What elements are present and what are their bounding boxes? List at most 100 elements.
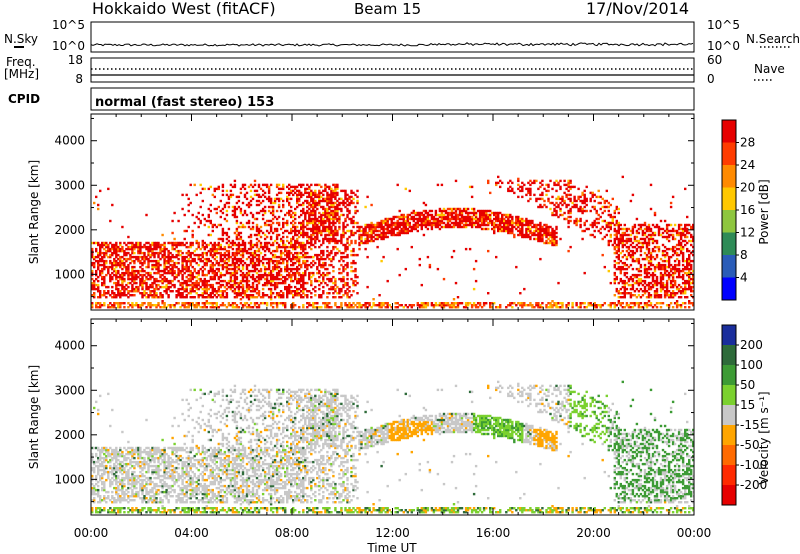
power-cell <box>290 251 293 255</box>
power-cell <box>366 255 369 259</box>
power-cell <box>316 235 319 239</box>
power-cell <box>597 217 600 221</box>
power-cell <box>239 298 243 301</box>
power-cell <box>428 223 432 227</box>
power-cell <box>316 271 319 275</box>
power-cell <box>221 279 225 283</box>
power-cell <box>282 221 285 225</box>
power-cell <box>271 211 275 215</box>
power-cell <box>259 235 263 239</box>
power-cell <box>595 306 598 309</box>
power-cell <box>458 209 462 213</box>
power-cell <box>93 279 96 283</box>
power-cell <box>99 251 102 255</box>
power-cell <box>233 207 237 211</box>
power-cell <box>501 229 504 233</box>
power-cell <box>253 263 257 267</box>
power-cell <box>267 267 271 271</box>
power-cell <box>155 292 158 295</box>
power-cell <box>517 223 520 227</box>
power-cell <box>406 213 410 217</box>
power-cell <box>352 249 355 253</box>
power-cell <box>247 225 251 229</box>
power-cell <box>129 277 132 281</box>
power-cell <box>366 223 369 227</box>
power-cell <box>575 219 578 223</box>
power-cell <box>575 203 578 207</box>
power-cell <box>302 287 305 291</box>
power-cell <box>320 306 323 309</box>
power-cell <box>613 233 617 237</box>
power-cell <box>312 219 315 223</box>
power-cell <box>531 225 534 229</box>
power-cell <box>213 187 217 191</box>
power-cell <box>326 253 329 257</box>
power-cell <box>460 213 464 217</box>
power-cell <box>332 257 335 261</box>
power-cell <box>282 217 285 221</box>
power-cell <box>521 235 524 239</box>
power-cell <box>525 233 528 237</box>
power-cell <box>191 296 194 299</box>
power-cell <box>121 283 124 287</box>
power-cell <box>257 279 261 283</box>
power-cell <box>121 285 124 289</box>
power-cell <box>633 273 637 277</box>
power-cell <box>271 283 275 287</box>
power-cell <box>211 249 215 253</box>
power-cell <box>619 302 623 305</box>
power-cell <box>617 290 621 293</box>
power-cell <box>103 304 106 307</box>
power-cell <box>527 225 530 229</box>
power-cell <box>549 201 552 205</box>
power-cell <box>346 223 349 227</box>
power-cell <box>609 225 613 229</box>
power-cell <box>275 265 279 269</box>
power-cell <box>456 302 460 305</box>
power-cell <box>523 304 526 307</box>
power-cell <box>406 223 410 227</box>
power-cell <box>229 283 233 287</box>
power-cell <box>269 235 273 239</box>
power-cell <box>286 251 289 255</box>
power-cell <box>346 296 349 299</box>
power-cell <box>312 197 315 201</box>
power-cell <box>308 235 311 239</box>
power-cell <box>229 277 233 281</box>
power-cell <box>625 249 629 253</box>
power-cell <box>332 281 335 285</box>
power-cell <box>167 279 170 283</box>
power-cell <box>292 237 295 241</box>
power-cell <box>583 199 586 203</box>
power-cell <box>157 279 160 283</box>
power-cell <box>310 235 313 239</box>
power-cell <box>603 219 607 223</box>
power-cell <box>422 219 426 223</box>
power-cell <box>243 211 247 215</box>
power-cell <box>597 229 600 233</box>
power-cell <box>93 255 96 259</box>
power-cell <box>308 290 311 293</box>
power-cell <box>386 217 389 221</box>
power-cell <box>99 304 102 307</box>
power-cell <box>233 271 237 275</box>
power-cell <box>547 237 550 241</box>
power-cell <box>163 271 166 275</box>
power-cell <box>221 302 225 305</box>
power-cell <box>410 215 414 219</box>
power-cell <box>265 185 269 189</box>
power-cell <box>422 304 426 307</box>
power-cell <box>286 261 289 265</box>
power-cell <box>213 269 217 273</box>
power-cell <box>99 269 102 273</box>
power-cell <box>545 223 548 227</box>
power-cell <box>117 275 120 279</box>
power-cell <box>213 290 217 293</box>
power-cell <box>187 225 190 229</box>
power-cell <box>595 211 598 215</box>
power-cell <box>275 193 279 197</box>
power-cell <box>302 306 305 309</box>
power-cell <box>332 239 335 243</box>
power-cell <box>213 253 217 257</box>
power-cell <box>402 217 406 221</box>
